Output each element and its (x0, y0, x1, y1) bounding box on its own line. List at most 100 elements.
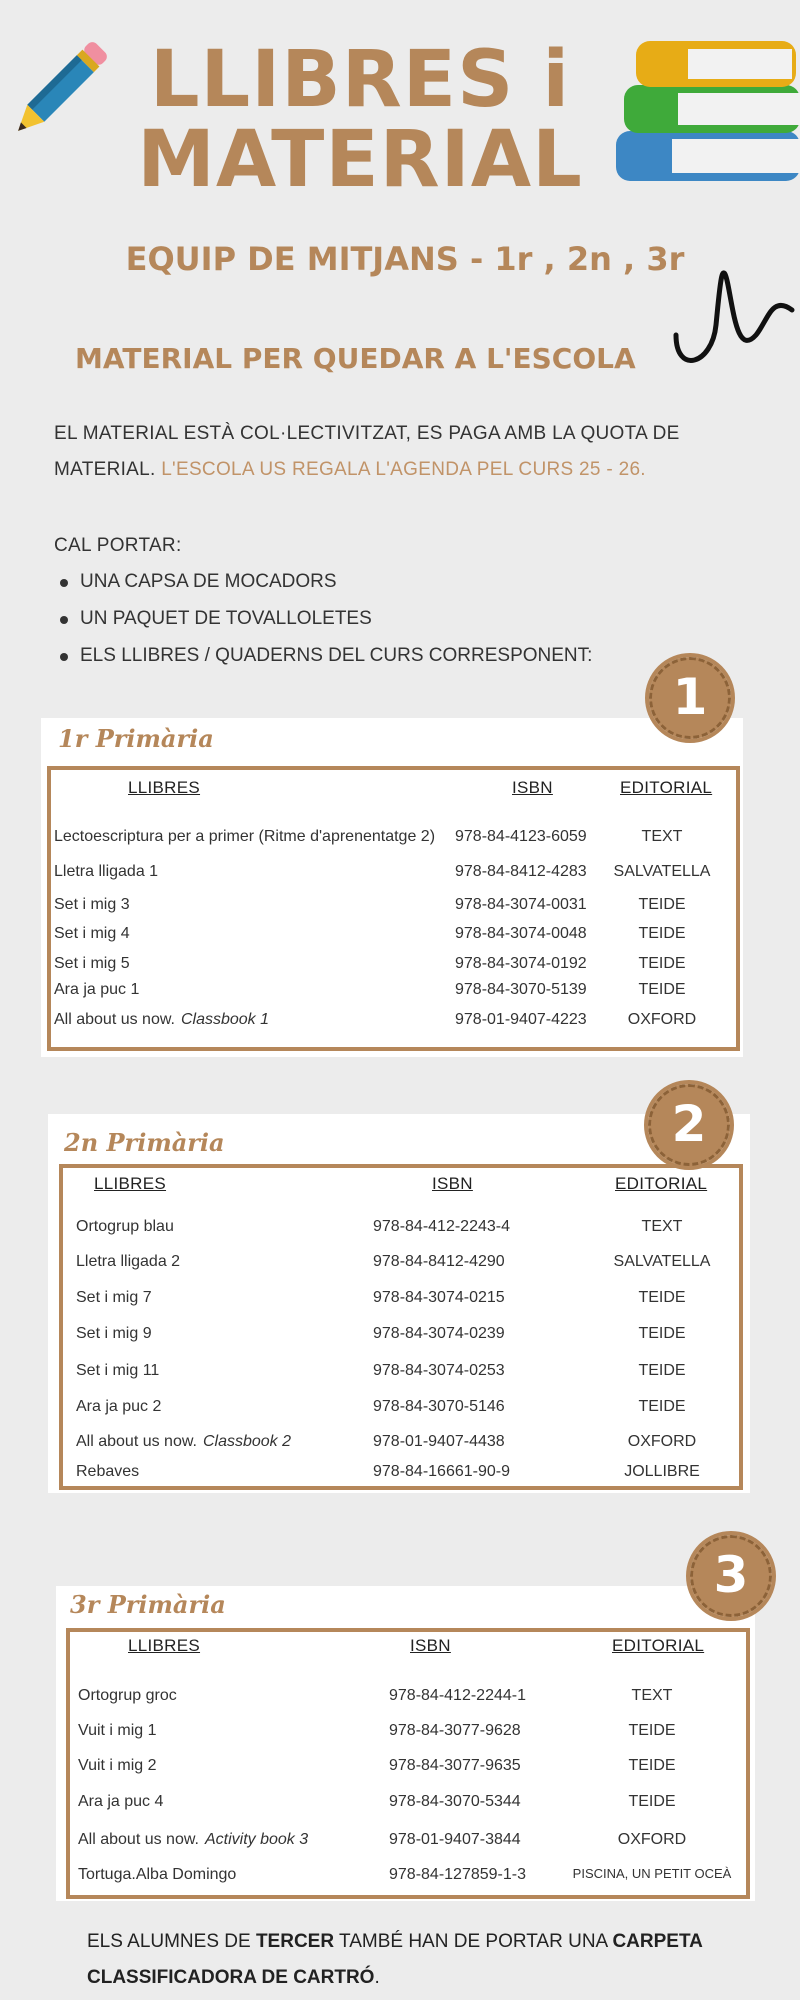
column-header: EDITORIAL (615, 1174, 708, 1193)
book-subtitle: Classbook 1 (180, 1011, 270, 1028)
editorial-cell: JOLLIBRE (624, 1463, 700, 1480)
isbn-cell: 978-01-9407-4438 (373, 1433, 505, 1450)
table-title: 3r Primària (70, 1590, 226, 1619)
editorial-cell: TEIDE (628, 1757, 676, 1774)
editorial-cell: TEIDE (638, 925, 686, 942)
agenda-note: L'escola us regala l'agenda pel curs 25 … (161, 459, 646, 480)
intro-line1: El material està col·lectivitzat, es pag… (54, 423, 680, 444)
editorial-cell: TEIDE (638, 896, 686, 913)
isbn-cell: 978-01-9407-3844 (389, 1831, 521, 1848)
book-name: Set i mig 7 (76, 1289, 152, 1306)
editorial-cell: TEIDE (628, 1793, 676, 1810)
isbn-cell: 978-84-127859-1-3 (389, 1866, 526, 1883)
editorial-cell: OXFORD (627, 1011, 697, 1028)
isbn-cell: 978-84-3074-0048 (455, 925, 587, 942)
isbn-cell: 978-84-3074-0215 (373, 1289, 505, 1306)
column-header: ISBN (432, 1174, 473, 1193)
editorial-cell: TEXT (631, 1687, 673, 1704)
isbn-cell: 978-84-3077-9628 (389, 1722, 521, 1739)
book-name: All about us now. (78, 1831, 199, 1848)
book-name: All about us now. (76, 1433, 197, 1450)
editorial-cell: OXFORD (617, 1831, 687, 1848)
bullet-item: Un paquet de tovalloletes (60, 608, 372, 629)
book-title: Lectoescriptura per a primer (Ritme d'ap… (54, 828, 435, 846)
book-name: Set i mig 11 (76, 1362, 160, 1379)
column-header: EDITORIAL (612, 1636, 705, 1655)
number-badge: 3 (686, 1531, 776, 1621)
editorial-cell: TEXT (641, 1218, 683, 1235)
bullet-item: Una capsa de mocadors (60, 571, 337, 592)
book-title: Ortogrup groc (78, 1687, 177, 1705)
book-name: Vuit i mig 2 (78, 1757, 157, 1774)
book-title: Set i mig 5 (54, 955, 130, 973)
book-title: Vuit i mig 2 (78, 1757, 157, 1775)
footer-text: . (374, 1967, 380, 1988)
book-title: Ara ja puc 1 (54, 981, 139, 999)
book-name: Ortogrup groc (78, 1687, 177, 1704)
book-name: Set i mig 9 (76, 1325, 152, 1342)
editorial-cell: SALVATELLA (613, 1253, 711, 1270)
isbn-cell: 978-84-16661-90-9 (373, 1463, 510, 1480)
table-border (66, 1628, 750, 1899)
section-heading: MATERIAL PER QUEDAR A L'ESCOLA (75, 342, 636, 375)
table-title: 2n Primària (64, 1128, 225, 1157)
footer-bold: carpeta classificadora de cartró (87, 1931, 703, 1988)
isbn-cell: 978-84-412-2244-1 (389, 1687, 526, 1704)
book-title: All about us now. Classbook 1 (54, 1011, 269, 1029)
book-title: Lletra lligada 1 (54, 863, 158, 881)
book-name: Lectoescriptura per a primer (Ritme d'ap… (54, 828, 436, 845)
book-name: Vuit i mig 1 (78, 1722, 157, 1739)
intro-line2: material. L'escola us regala l'agenda pe… (54, 459, 646, 481)
book-title: Set i mig 9 (76, 1325, 152, 1343)
column-header: LLIBRES (94, 1174, 167, 1193)
editorial-cell: PISCINA, UN PETIT OCEÀ (572, 1866, 732, 1881)
footer-note: Els alumnes de tercer també han de porta… (87, 1924, 727, 1996)
isbn-cell: 978-84-3070-5139 (455, 981, 587, 998)
table-panel (56, 1586, 755, 1901)
footer-text: també han de portar una (339, 1931, 608, 1952)
book-title: Tortuga.Alba Domingo (78, 1866, 236, 1884)
footer-text: Els alumnes de (87, 1931, 251, 1952)
book-name: Tortuga.Alba Domingo (78, 1866, 237, 1883)
intro-text: material. (54, 459, 156, 480)
footer-bold: tercer (255, 1931, 335, 1952)
isbn-cell: 978-84-8412-4290 (373, 1253, 505, 1270)
editorial-cell: TEIDE (638, 1362, 686, 1379)
isbn-cell: 978-01-9407-4223 (455, 1011, 587, 1028)
editorial-cell: TEIDE (638, 1398, 686, 1415)
table-panel (48, 1114, 750, 1493)
book-name: Ortogrup blau (76, 1218, 174, 1235)
book-title: Set i mig 4 (54, 925, 130, 943)
bullet-item: Els llibres / quaderns del curs correspo… (59, 645, 593, 666)
book-title: All about us now. Activity book 3 (78, 1831, 308, 1849)
book-name: Ara ja puc 1 (54, 981, 140, 998)
pencil-icon (18, 42, 107, 131)
column-header: LLIBRES (128, 778, 201, 797)
isbn-cell: 978-84-8412-4283 (455, 863, 587, 880)
number-badge: 2 (644, 1080, 734, 1170)
editorial-cell: TEIDE (628, 1722, 676, 1739)
page-title-line2: MATERIAL (137, 115, 583, 205)
page-title-line1: LLIBRES i (149, 35, 571, 125)
table-title: 1r Primària (58, 724, 214, 753)
book-title: All about us now. Classbook 2 (76, 1433, 291, 1451)
book-title: Ara ja puc 4 (78, 1793, 163, 1811)
number-badge: 1 (645, 653, 735, 743)
isbn-cell: 978-84-412-2243-4 (373, 1218, 510, 1235)
editorial-cell: OXFORD (627, 1433, 697, 1450)
book-subtitle: Activity book 3 (204, 1831, 309, 1848)
column-header: LLIBRES (128, 1636, 201, 1655)
book-name: Set i mig 4 (54, 925, 130, 942)
isbn-cell: 978-84-3074-0253 (373, 1362, 505, 1379)
book-title: Lletra lligada 2 (76, 1253, 180, 1271)
book-title: Ortogrup blau (76, 1218, 174, 1236)
books-stack-icon (616, 41, 800, 181)
book-name: Lletra lligada 1 (54, 863, 159, 880)
book-name: Set i mig 3 (54, 896, 130, 913)
column-header: ISBN (410, 1636, 451, 1655)
isbn-cell: 978-84-3074-0031 (455, 896, 587, 913)
book-name: Rebaves (76, 1463, 140, 1480)
isbn-cell: 978-84-3070-5344 (389, 1793, 521, 1810)
editorial-cell: SALVATELLA (613, 863, 711, 880)
isbn-cell: 978-84-3070-5146 (373, 1398, 505, 1415)
